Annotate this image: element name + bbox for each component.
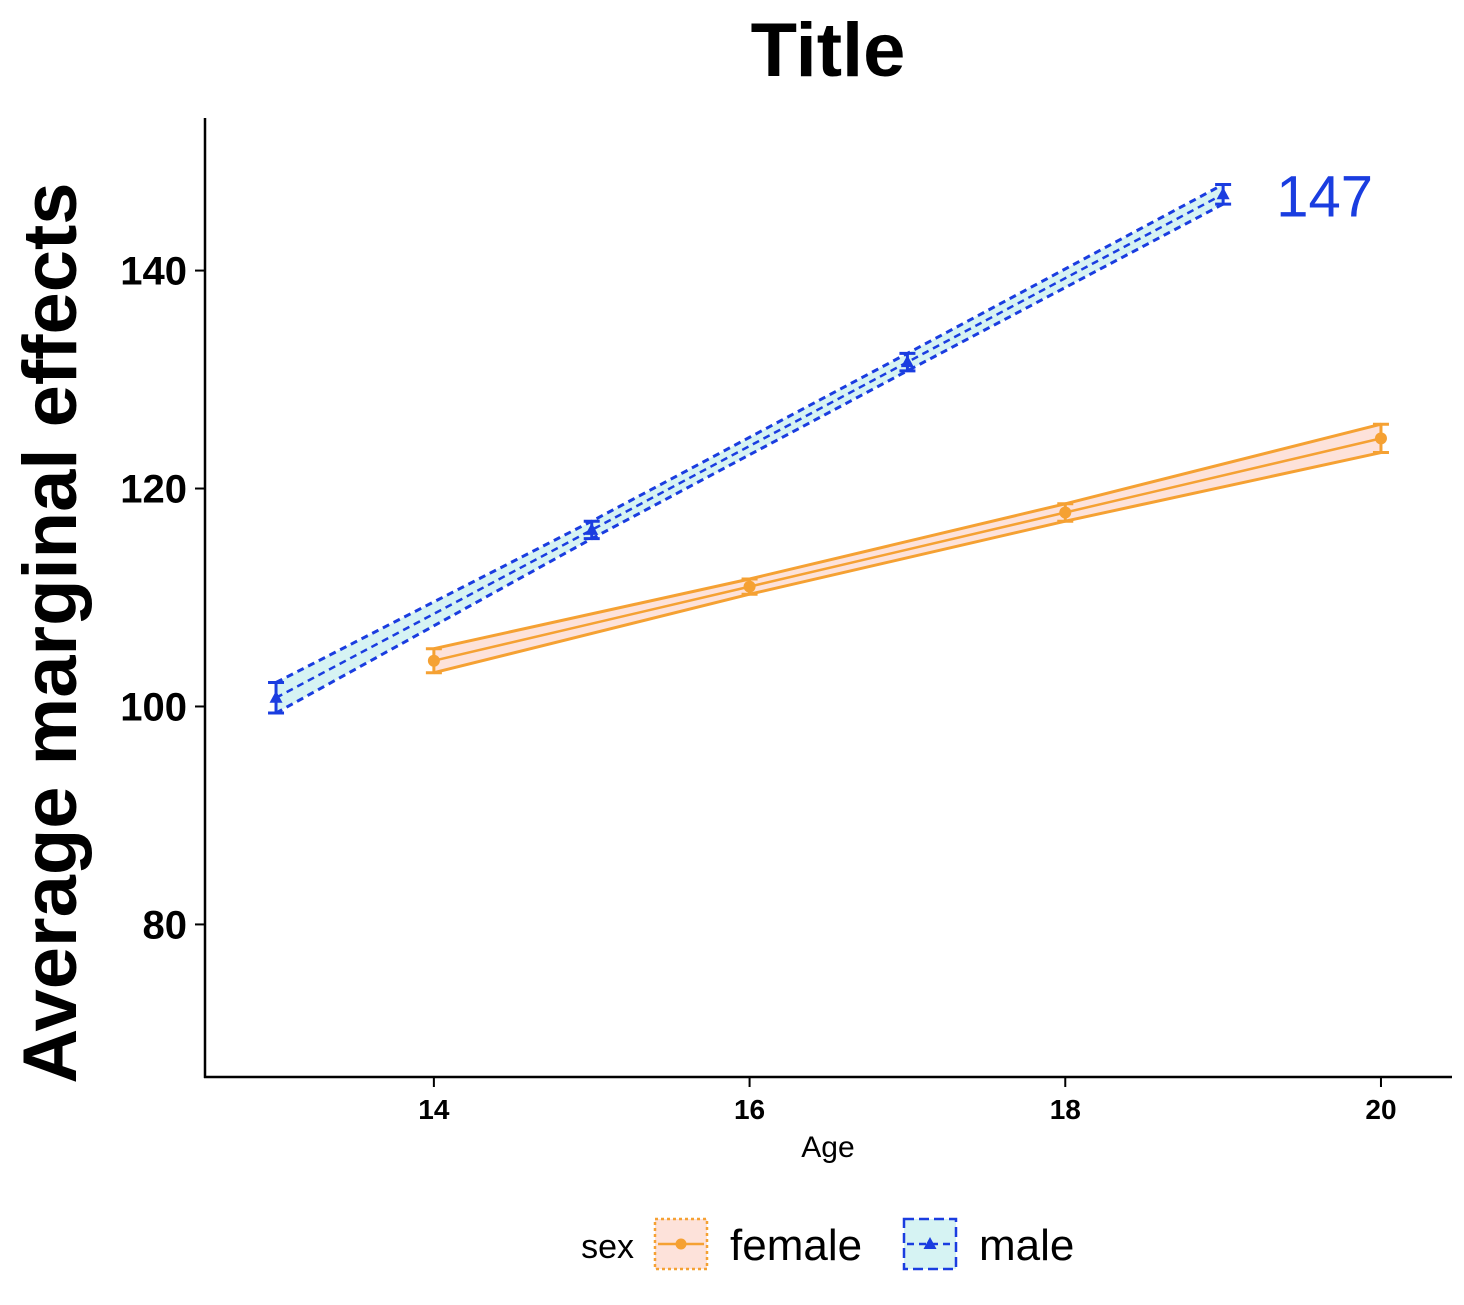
annotation-label: 147 xyxy=(1276,164,1373,229)
female-point xyxy=(743,580,756,593)
female-point xyxy=(1059,506,1072,519)
y-axis-label: Average marginal effects xyxy=(8,182,93,1083)
male-line xyxy=(275,193,1224,699)
y-tick-label: 100 xyxy=(120,685,187,729)
female-line xyxy=(433,437,1382,662)
x-tick-label: 18 xyxy=(1050,1094,1081,1125)
axes: 80 100 120 140 14 16 18 20 xyxy=(120,118,1452,1125)
female-point xyxy=(427,654,440,667)
legend-title: sex xyxy=(581,1228,634,1266)
y-tick-label: 80 xyxy=(143,903,188,947)
legend-items: female male xyxy=(653,1217,1074,1271)
annotations: 147 xyxy=(1276,164,1373,229)
male-point xyxy=(900,355,914,368)
chart-title: Title xyxy=(751,8,906,93)
legend-label-male: male xyxy=(979,1221,1074,1270)
x-axis-label: Age xyxy=(801,1131,854,1164)
legend-item-female: female xyxy=(653,1217,862,1271)
male-confidence-band xyxy=(276,184,1224,714)
female-band-upper xyxy=(433,422,1382,651)
legend-key-marker-female xyxy=(675,1238,687,1250)
legend-key-marker-male xyxy=(923,1237,937,1249)
x-tick-label: 16 xyxy=(734,1094,765,1125)
plot-area xyxy=(268,182,1389,715)
female-band-lower xyxy=(433,451,1382,675)
male-point xyxy=(585,522,599,535)
legend-label-female: female xyxy=(730,1221,862,1270)
x-tick-label: 14 xyxy=(418,1094,450,1125)
y-tick-label: 140 xyxy=(120,250,187,294)
male-band-upper xyxy=(275,183,1224,684)
male-band-lower xyxy=(275,202,1224,715)
male-point xyxy=(1216,187,1230,200)
female-point xyxy=(1374,432,1387,445)
x-tick-label: 20 xyxy=(1365,1094,1396,1125)
male-point xyxy=(269,690,283,703)
y-tick-label: 120 xyxy=(120,468,187,512)
legend-item-male: male xyxy=(902,1217,1074,1271)
legend: sex female male xyxy=(581,1217,1074,1271)
